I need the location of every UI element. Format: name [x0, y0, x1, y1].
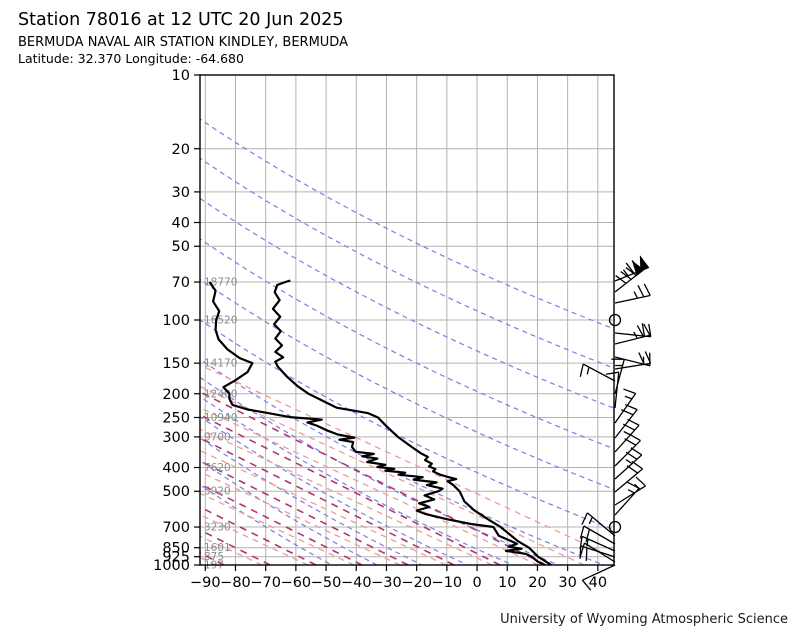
wind-barb-icon [614, 468, 643, 493]
calm-wind-icon [608, 520, 622, 534]
wind-barb-icon [581, 535, 616, 552]
wind-barb-icon [583, 525, 616, 545]
svg-text:925: 925 [162, 550, 190, 566]
svg-text:−20: −20 [401, 575, 432, 591]
svg-text:40: 40 [172, 216, 190, 232]
wind-barb-icon [614, 485, 646, 506]
svg-text:30: 30 [172, 185, 190, 201]
wind-barb-icon [614, 393, 637, 424]
temperature-curve [271, 279, 552, 565]
svg-text:−70: −70 [250, 575, 281, 591]
svg-text:250: 250 [162, 410, 190, 426]
station-name: BERMUDA NAVAL AIR STATION KINDLEY, BERMU… [18, 35, 348, 50]
svg-text:700: 700 [162, 520, 190, 536]
dry-adiabat-lines [200, 118, 614, 565]
calm-wind-icon [608, 313, 622, 327]
svg-text:500: 500 [162, 484, 190, 500]
wind-barb-icon [614, 372, 620, 409]
wind-barb-icon [587, 512, 616, 537]
svg-text:12400: 12400 [204, 388, 237, 400]
wind-barb-icon [614, 334, 651, 345]
svg-text:30: 30 [558, 575, 576, 591]
svg-text:14170: 14170 [204, 358, 237, 370]
moist-adiabat-lines [200, 364, 614, 565]
wind-barb-icon [614, 487, 640, 516]
svg-text:10: 10 [172, 68, 190, 84]
mixing-ratio-lines [200, 391, 547, 565]
grid-lines [200, 75, 614, 565]
wind-barb-icon [582, 363, 616, 382]
svg-text:−80: −80 [220, 575, 251, 591]
svg-text:−40: −40 [341, 575, 372, 591]
svg-text:0: 0 [472, 575, 481, 591]
svg-text:20: 20 [172, 142, 190, 158]
svg-text:200: 200 [162, 387, 190, 403]
svg-text:−50: −50 [311, 575, 342, 591]
svg-text:70: 70 [172, 275, 190, 291]
page-title: Station 78016 at 12 UTC 20 Jun 2025 [18, 10, 344, 30]
wind-barb-icon [614, 424, 640, 453]
svg-text:850: 850 [162, 541, 190, 557]
height-labels: 1877016520141701240010940970076205920323… [204, 277, 237, 572]
dewpoint-curve [208, 281, 545, 565]
wind-barbs [579, 255, 652, 591]
svg-text:10: 10 [498, 575, 516, 591]
credit-text: University of Wyoming Atmospheric Scienc… [500, 612, 788, 627]
svg-text:5920: 5920 [204, 486, 231, 498]
svg-text:100: 100 [162, 313, 190, 329]
svg-text:9700: 9700 [204, 431, 231, 443]
wind-barb-icon [582, 564, 616, 581]
svg-text:20: 20 [528, 575, 546, 591]
svg-text:−30: −30 [371, 575, 402, 591]
svg-text:40: 40 [589, 575, 607, 591]
wind-barb-icon [614, 409, 638, 439]
wind-flag-icon [639, 255, 650, 272]
svg-text:−60: −60 [281, 575, 312, 591]
svg-text:400: 400 [162, 461, 190, 477]
svg-text:1000: 1000 [153, 558, 190, 574]
svg-text:300: 300 [162, 430, 190, 446]
svg-text:3230: 3230 [204, 522, 231, 534]
svg-text:1601: 1601 [204, 542, 231, 554]
svg-text:7620: 7620 [204, 462, 231, 474]
svg-text:16520: 16520 [204, 315, 237, 327]
svg-text:−10: −10 [432, 575, 463, 591]
svg-text:10940: 10940 [204, 412, 237, 424]
wind-barb-icon [614, 294, 651, 304]
svg-text:−90: −90 [190, 575, 221, 591]
station-latlon: Latitude: 32.370 Longitude: -64.680 [18, 51, 244, 66]
svg-text:50: 50 [172, 239, 190, 255]
svg-text:875: 875 [204, 551, 224, 563]
axis-labels: 1020304050701001502002503004005007008509… [153, 68, 607, 591]
wind-barb-icon [614, 362, 651, 370]
svg-text:150: 150 [162, 356, 190, 372]
wind-flag-icon [631, 260, 645, 276]
wind-barb-icon [584, 542, 616, 563]
